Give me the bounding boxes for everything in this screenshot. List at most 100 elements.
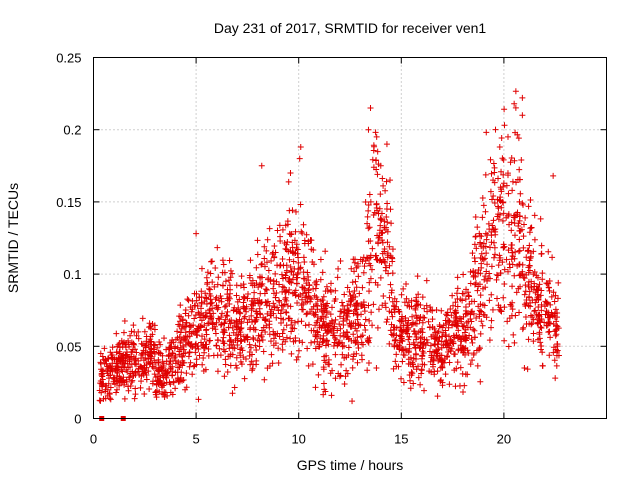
data-point <box>332 375 339 382</box>
data-point <box>297 144 304 151</box>
data-point <box>338 361 345 368</box>
data-point <box>481 255 488 262</box>
data-point <box>225 324 232 331</box>
data-point <box>425 318 432 325</box>
data-point <box>168 353 175 360</box>
data-point <box>377 162 384 169</box>
data-point <box>526 229 533 236</box>
data-point <box>545 329 552 336</box>
data-point <box>374 171 381 178</box>
data-point <box>435 341 442 348</box>
data-point <box>214 281 221 288</box>
data-point <box>230 339 237 346</box>
data-point <box>331 339 338 346</box>
data-point <box>156 368 163 375</box>
data-point <box>336 373 343 380</box>
data-point <box>288 328 295 335</box>
data-point <box>530 338 537 345</box>
data-point <box>481 312 488 319</box>
data-point <box>138 351 145 358</box>
data-point <box>454 303 461 310</box>
data-point <box>551 312 558 319</box>
data-point <box>446 359 453 366</box>
data-point <box>322 327 329 334</box>
data-point <box>353 284 360 291</box>
data-point <box>267 312 274 319</box>
data-point <box>233 365 240 372</box>
data-point <box>471 327 478 334</box>
data-point <box>393 363 400 370</box>
data-point <box>320 366 327 373</box>
data-point <box>130 322 137 329</box>
data-point <box>398 375 405 382</box>
data-point <box>270 300 277 307</box>
data-point <box>253 264 260 271</box>
data-point <box>164 392 171 399</box>
data-point <box>419 334 426 341</box>
data-point <box>347 293 354 300</box>
data-point <box>198 294 205 301</box>
data-point <box>375 306 382 313</box>
data-point <box>222 356 229 363</box>
data-point <box>399 313 406 320</box>
data-point <box>443 332 450 339</box>
data-point <box>490 239 497 246</box>
data-point <box>454 359 461 366</box>
data-point <box>322 288 329 295</box>
data-point <box>175 376 182 383</box>
data-point <box>405 336 412 343</box>
data-point <box>413 351 420 358</box>
data-point <box>500 244 507 251</box>
data-point <box>360 269 367 276</box>
data-point <box>105 380 112 387</box>
data-point <box>233 292 240 299</box>
data-point <box>349 364 356 371</box>
data-point <box>345 308 352 315</box>
data-point <box>512 129 519 136</box>
data-point <box>261 255 268 262</box>
data-point <box>275 360 282 367</box>
data-point <box>519 326 526 333</box>
data-point <box>445 324 452 331</box>
data-point <box>141 342 148 349</box>
data-point <box>522 282 529 289</box>
data-point <box>379 237 386 244</box>
data-point <box>355 260 362 267</box>
data-point <box>407 354 414 361</box>
y-tick-label: 0.2 <box>63 123 81 138</box>
data-point <box>287 303 294 310</box>
data-point <box>204 320 211 327</box>
data-point <box>179 316 186 323</box>
data-point <box>505 133 512 140</box>
data-point <box>400 285 407 292</box>
data-point <box>337 325 344 332</box>
data-point <box>401 299 408 306</box>
data-point <box>312 345 319 352</box>
data-point <box>488 170 495 177</box>
data-point <box>273 278 280 285</box>
data-point <box>523 321 530 328</box>
data-point <box>520 274 527 281</box>
data-point <box>219 329 226 336</box>
data-point <box>151 322 158 329</box>
data-point <box>117 375 124 382</box>
data-point <box>258 327 265 334</box>
data-point <box>135 357 142 364</box>
data-point <box>107 384 114 391</box>
data-point <box>378 230 385 237</box>
data-point <box>473 315 480 322</box>
data-point <box>240 333 247 340</box>
data-point <box>240 354 247 361</box>
data-point <box>138 363 145 370</box>
data-point <box>248 312 255 319</box>
data-point <box>177 329 184 336</box>
data-point <box>259 337 266 344</box>
data-point <box>460 349 467 356</box>
data-point <box>354 334 361 341</box>
data-point <box>531 269 538 276</box>
data-point <box>477 378 484 385</box>
data-point <box>543 322 550 329</box>
data-point <box>219 269 226 276</box>
data-point <box>258 281 265 288</box>
data-point <box>125 383 132 390</box>
